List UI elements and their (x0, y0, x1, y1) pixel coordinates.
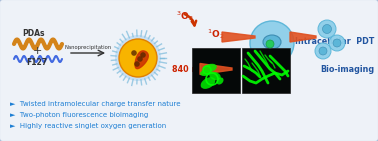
Text: Nanoprecipitation: Nanoprecipitation (64, 45, 112, 50)
Text: $^1$O$_2$: $^1$O$_2$ (207, 27, 225, 41)
Text: Intracellular  PDT: Intracellular PDT (294, 37, 374, 46)
Bar (192, 48, 240, 93)
Ellipse shape (201, 77, 215, 89)
Circle shape (131, 50, 137, 56)
Circle shape (250, 21, 294, 65)
Text: PDAs: PDAs (22, 29, 45, 38)
Polygon shape (200, 63, 232, 74)
Polygon shape (290, 32, 316, 42)
Text: ►  Twisted intramolecular charge transfer nature: ► Twisted intramolecular charge transfer… (10, 101, 181, 107)
Circle shape (137, 56, 143, 62)
Circle shape (319, 47, 327, 55)
Bar (242, 48, 290, 93)
Circle shape (134, 61, 140, 67)
Circle shape (266, 40, 274, 48)
Ellipse shape (209, 72, 221, 80)
Ellipse shape (200, 70, 210, 76)
Circle shape (322, 25, 332, 34)
Text: Bio-imaging: Bio-imaging (320, 64, 374, 73)
Circle shape (318, 20, 336, 38)
Ellipse shape (263, 35, 281, 49)
Polygon shape (135, 51, 148, 69)
Polygon shape (222, 32, 255, 42)
Text: 840 nm: 840 nm (172, 64, 205, 73)
Circle shape (119, 39, 157, 77)
Circle shape (140, 52, 146, 58)
Circle shape (329, 35, 345, 51)
Text: ►  Highly reactive singlet oxygen generation: ► Highly reactive singlet oxygen generat… (10, 123, 166, 129)
Ellipse shape (203, 64, 217, 72)
Ellipse shape (217, 77, 223, 85)
Text: $^3$O$_2$: $^3$O$_2$ (176, 9, 194, 23)
Text: ►  Two-photon fluorescence bioimaging: ► Two-photon fluorescence bioimaging (10, 112, 148, 118)
Text: F127: F127 (26, 58, 48, 67)
Circle shape (115, 35, 161, 81)
Circle shape (333, 39, 341, 47)
Text: +: + (32, 46, 42, 56)
Circle shape (315, 43, 331, 59)
